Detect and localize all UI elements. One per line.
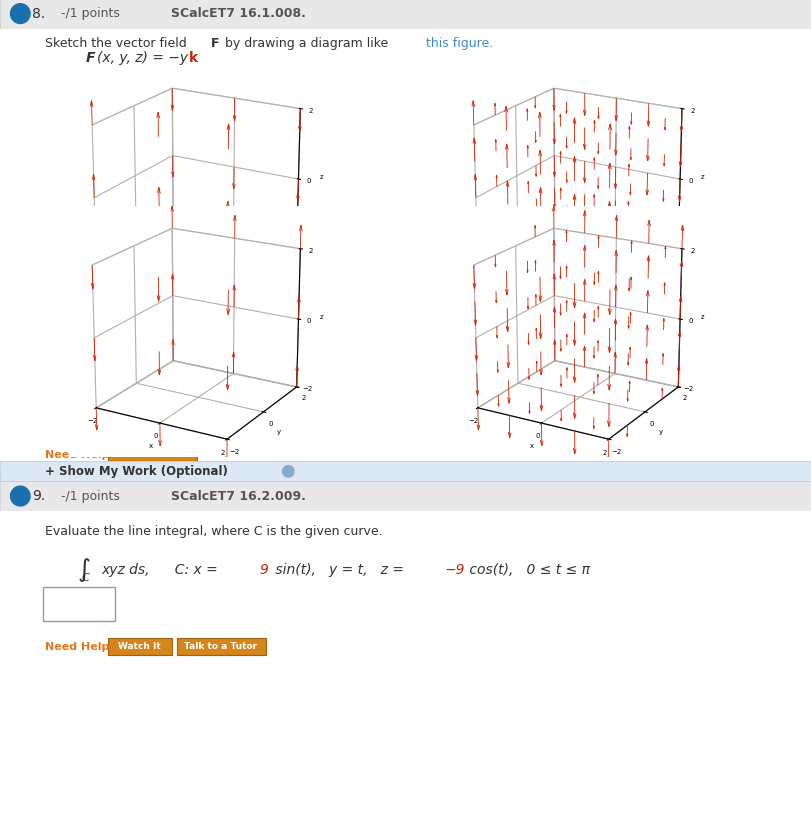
X-axis label: x: x: [148, 443, 152, 449]
Text: Need Help?: Need Help?: [45, 450, 115, 460]
Text: Sketch the vector field: Sketch the vector field: [45, 37, 190, 50]
FancyBboxPatch shape: [43, 587, 115, 621]
Circle shape: [11, 4, 30, 24]
Text: -/1 points: -/1 points: [61, 489, 120, 503]
FancyBboxPatch shape: [108, 638, 172, 655]
Text: C: x =: C: x =: [166, 564, 222, 577]
Text: ∫: ∫: [77, 558, 90, 583]
Text: Evaluate the line integral, where C is the given curve.: Evaluate the line integral, where C is t…: [45, 525, 382, 538]
FancyBboxPatch shape: [0, 0, 811, 29]
Text: 9: 9: [260, 564, 268, 577]
Text: cos(t),   0 ≤ t ≤ π: cos(t), 0 ≤ t ≤ π: [465, 564, 590, 577]
Text: Need Help?: Need Help?: [45, 642, 115, 652]
FancyBboxPatch shape: [0, 29, 811, 474]
Text: F: F: [85, 51, 95, 64]
Text: xyz ds,: xyz ds,: [101, 564, 150, 577]
Circle shape: [11, 486, 30, 506]
Text: + Show My Work (Optional): + Show My Work (Optional): [45, 465, 227, 478]
Y-axis label: y: y: [277, 428, 281, 434]
FancyBboxPatch shape: [108, 446, 196, 463]
FancyBboxPatch shape: [0, 481, 811, 511]
Text: (x, y, z) = −y: (x, y, z) = −y: [97, 51, 188, 64]
Text: 8.: 8.: [32, 7, 45, 21]
Text: -/1 points: -/1 points: [61, 7, 120, 20]
Text: Watch It: Watch It: [118, 643, 161, 651]
Circle shape: [282, 466, 294, 477]
Text: SCalcET7 16.2.009.: SCalcET7 16.2.009.: [170, 489, 305, 503]
Text: SCalcET7 16.1.008.: SCalcET7 16.1.008.: [170, 7, 305, 20]
X-axis label: x: x: [530, 303, 534, 309]
FancyBboxPatch shape: [0, 461, 811, 481]
Text: sin(t),   y = t,   z =: sin(t), y = t, z =: [271, 564, 408, 577]
Text: 9.: 9.: [32, 489, 45, 503]
Text: C: C: [81, 574, 89, 583]
Text: −9: −9: [444, 564, 465, 577]
Text: F: F: [211, 37, 219, 50]
Text: Talk to a Tutor: Talk to a Tutor: [115, 451, 188, 459]
X-axis label: x: x: [530, 443, 534, 449]
Y-axis label: y: y: [277, 288, 281, 294]
Text: k: k: [188, 51, 197, 64]
FancyBboxPatch shape: [177, 638, 265, 655]
Y-axis label: y: y: [658, 428, 662, 434]
Y-axis label: y: y: [658, 288, 662, 294]
Text: Talk to a Tutor: Talk to a Tutor: [184, 643, 257, 651]
Text: by drawing a diagram like: by drawing a diagram like: [221, 37, 392, 50]
X-axis label: x: x: [148, 303, 152, 309]
Text: this figure.: this figure.: [426, 37, 493, 50]
FancyBboxPatch shape: [0, 511, 811, 824]
